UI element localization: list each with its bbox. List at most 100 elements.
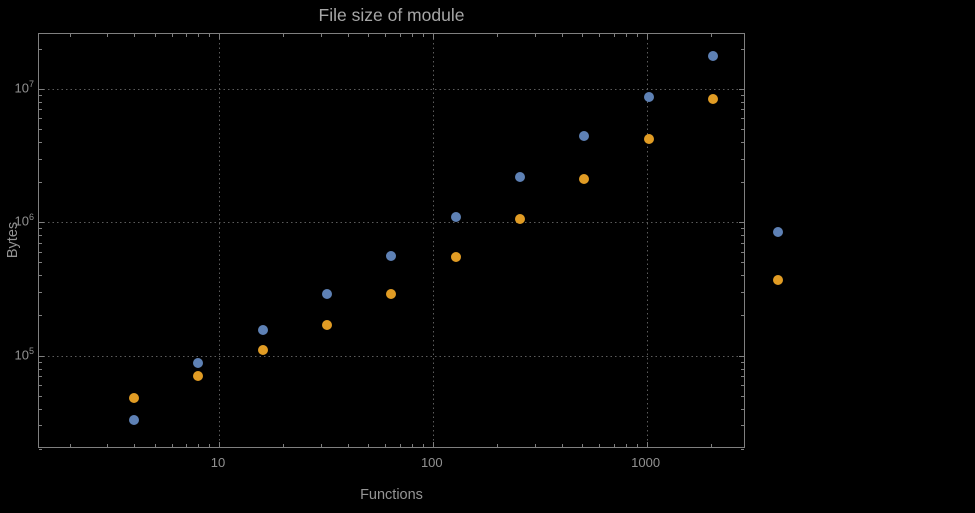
y-tick-mark — [741, 109, 744, 111]
y-tick-mark — [39, 235, 42, 237]
data-point-series-2 — [128, 393, 139, 404]
y-tick-mark — [741, 376, 744, 378]
y-tick-mark — [741, 251, 744, 253]
y-tick-mark — [39, 101, 42, 103]
data-point-series-2 — [579, 174, 590, 185]
y-tick-mark — [39, 94, 42, 96]
x-tick-mark — [209, 34, 211, 37]
x-tick-mark — [321, 34, 322, 37]
y-tick-mark — [39, 376, 42, 378]
y-tick-mark — [39, 158, 42, 160]
x-tick-mark — [710, 34, 712, 37]
y-tick-mark — [739, 88, 744, 90]
y-tick-mark — [741, 385, 744, 387]
x-tick-mark — [625, 444, 627, 447]
y-tick-mark — [741, 158, 744, 160]
y-tick-mark — [741, 361, 744, 363]
x-tick-mark — [613, 34, 615, 37]
y-tick-mark — [39, 128, 42, 130]
x-tick-mark — [198, 34, 200, 37]
x-tick-mark — [107, 444, 109, 447]
y-tick-mark — [39, 141, 42, 143]
y-tick-mark — [39, 368, 42, 370]
y-tick-mark — [741, 275, 744, 277]
data-point-series-2 — [515, 214, 526, 225]
y-tick-mark — [39, 228, 42, 230]
x-tick-mark — [385, 34, 387, 37]
y-tick-mark — [741, 262, 744, 264]
x-tick-mark — [219, 34, 220, 39]
plot-area — [38, 33, 783, 450]
y-tick-mark — [39, 48, 42, 50]
x-tick-mark — [385, 444, 387, 447]
data-point-series-2 — [772, 274, 783, 285]
y-tick-mark — [739, 222, 744, 224]
x-tick-mark — [582, 444, 584, 447]
x-axis-label: Functions — [360, 487, 423, 503]
y-tick-mark — [39, 315, 42, 317]
x-tick-label: 10 — [210, 455, 226, 470]
x-tick-mark — [283, 444, 285, 447]
x-tick-mark — [219, 442, 220, 447]
y-tick-mark — [39, 262, 42, 264]
x-tick-mark — [283, 34, 285, 37]
x-tick-mark — [534, 34, 536, 37]
data-point-series-1 — [128, 414, 139, 425]
data-point-series-1 — [193, 358, 204, 368]
data-point-series-2 — [322, 319, 332, 330]
x-tick-mark — [582, 34, 584, 37]
x-tick-mark — [171, 34, 173, 37]
x-gridline — [646, 34, 648, 447]
y-tick-mark — [741, 182, 744, 183]
x-tick-mark — [534, 444, 536, 447]
x-tick-mark — [646, 442, 648, 447]
y-tick-label: 105 — [14, 345, 34, 362]
y-tick-mark — [39, 448, 42, 450]
x-tick-mark — [497, 444, 499, 447]
data-point-series-2 — [386, 288, 397, 299]
x-tick-mark — [646, 34, 648, 39]
x-tick-mark — [412, 444, 414, 447]
data-point-series-1 — [772, 226, 783, 237]
x-tick-mark — [399, 34, 401, 37]
x-tick-mark — [171, 444, 173, 447]
x-tick-mark — [209, 444, 211, 447]
y-tick-mark — [39, 275, 42, 277]
y-tick-mark — [39, 291, 42, 293]
y-tick-mark — [741, 128, 744, 130]
x-tick-mark — [185, 34, 187, 37]
y-gridline — [39, 88, 744, 90]
y-tick-mark — [39, 242, 42, 244]
y-tick-mark — [39, 222, 44, 224]
x-tick-mark — [599, 444, 601, 447]
data-point-series-2 — [257, 345, 268, 356]
x-tick-mark — [347, 34, 349, 37]
x-tick-mark — [321, 444, 322, 447]
x-tick-mark — [198, 444, 200, 447]
data-point-series-1 — [386, 250, 397, 261]
x-tick-mark — [423, 444, 424, 447]
data-point-series-2 — [643, 134, 654, 144]
x-tick-mark — [497, 34, 499, 37]
x-tick-mark — [432, 34, 434, 39]
y-tick-mark — [39, 109, 42, 111]
x-tick-mark — [368, 34, 370, 37]
y-tick-label: 107 — [14, 78, 34, 96]
y-tick-mark — [741, 94, 744, 96]
data-point-series-1 — [450, 211, 461, 222]
y-tick-mark — [741, 315, 744, 317]
data-point-series-1 — [579, 131, 590, 142]
x-tick-mark — [636, 444, 638, 447]
y-gridline — [39, 222, 744, 224]
x-tick-label: 1000 — [631, 455, 661, 470]
data-point-series-1 — [515, 171, 526, 182]
y-tick-mark — [739, 355, 744, 357]
y-tick-mark — [741, 395, 744, 397]
y-tick-mark — [39, 361, 42, 363]
y-tick-mark — [741, 141, 744, 143]
y-tick-mark — [741, 242, 744, 244]
x-tick-mark — [185, 444, 187, 447]
x-tick-label: 100 — [420, 455, 443, 470]
y-tick-label: 106 — [14, 212, 34, 229]
